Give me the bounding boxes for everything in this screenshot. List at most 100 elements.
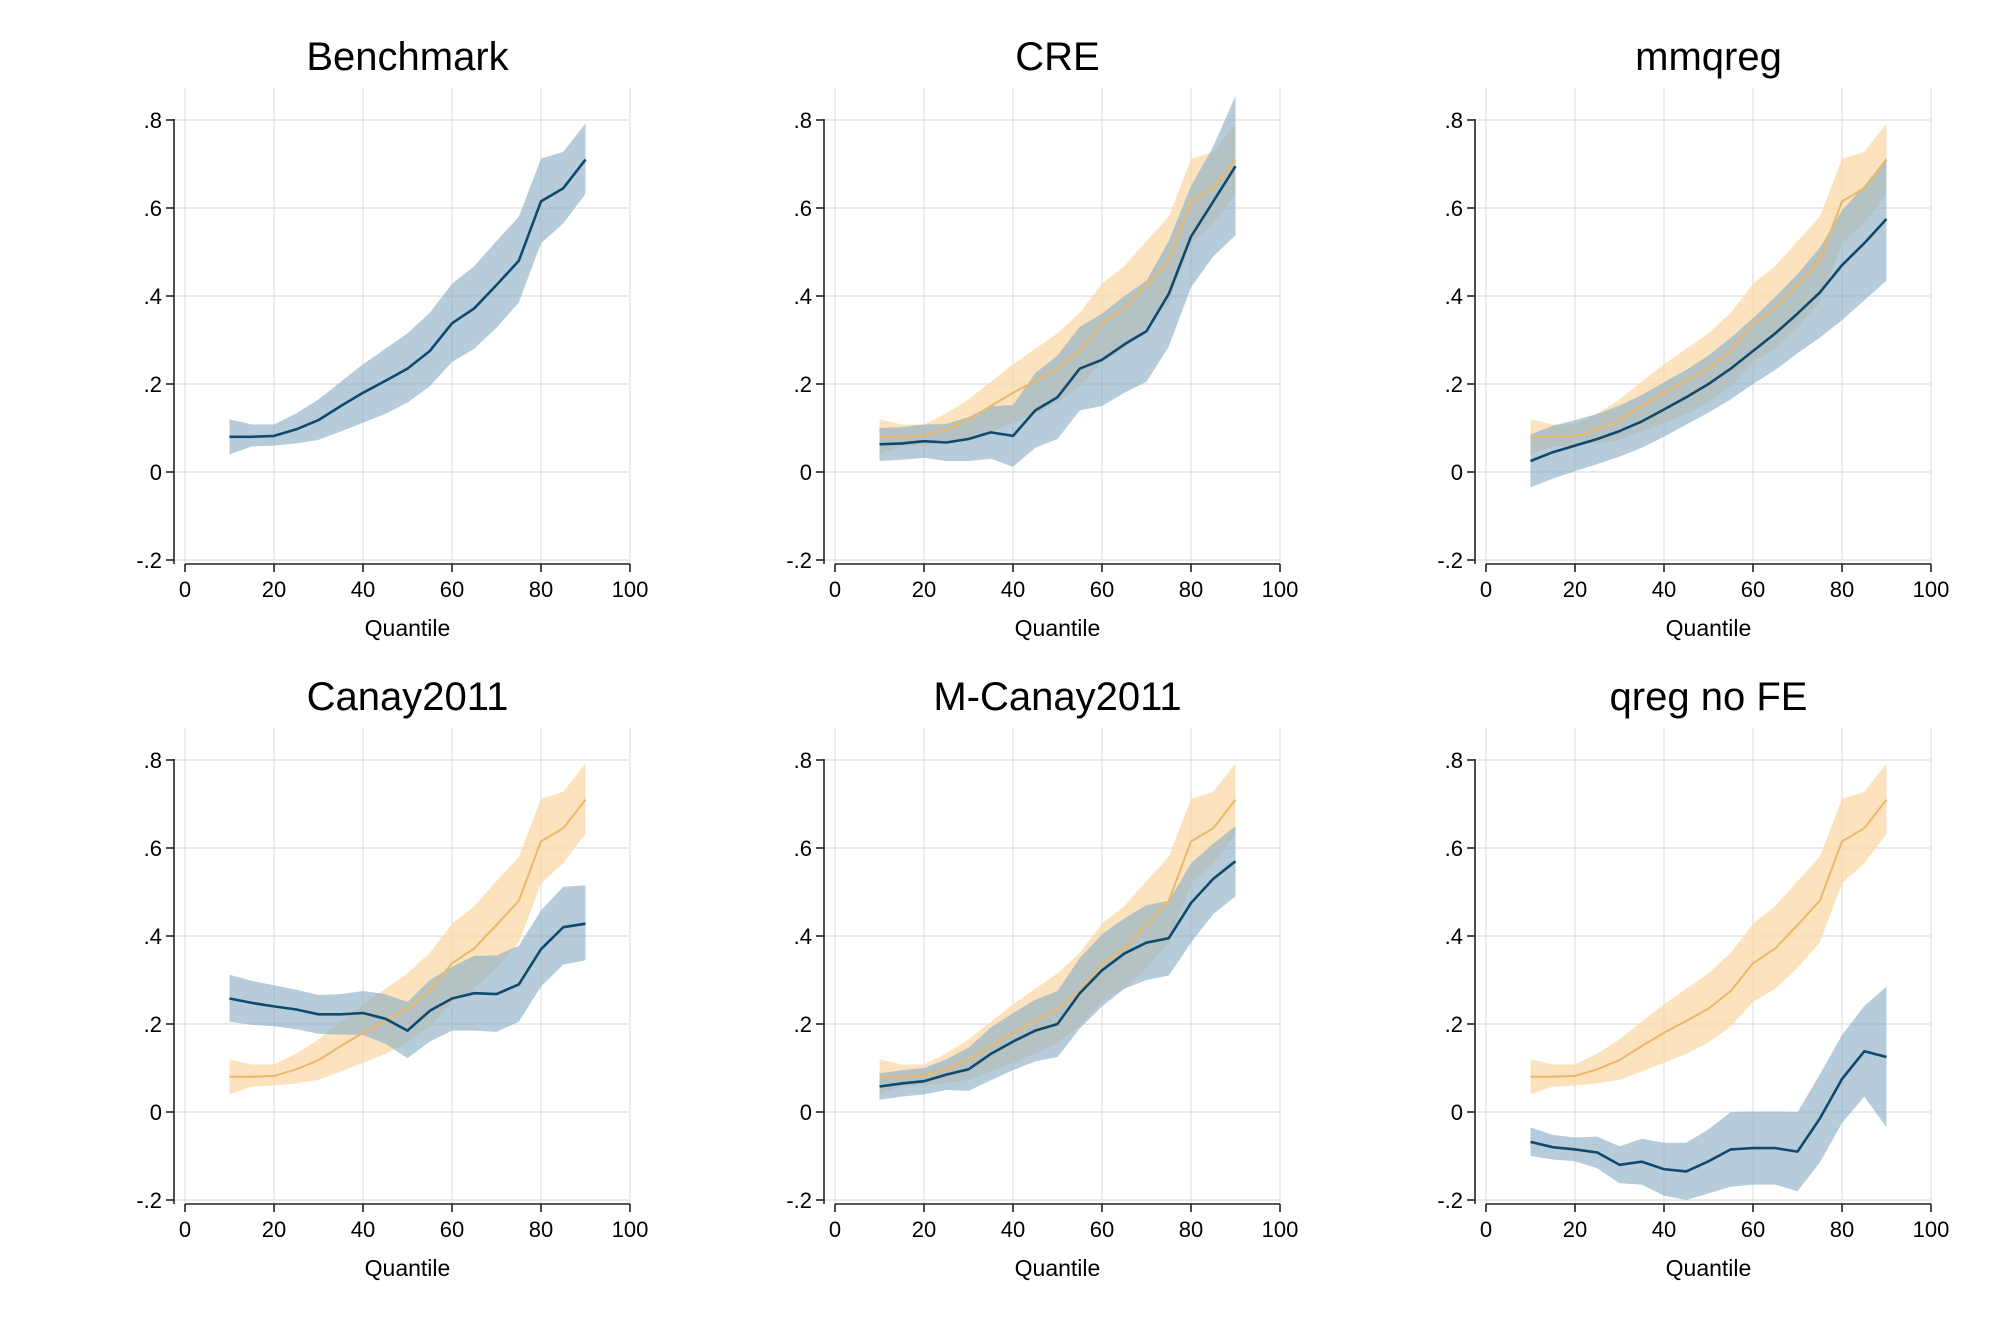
y-tick-label: -.2	[1437, 1188, 1463, 1213]
x-tick-label: 60	[1090, 577, 1114, 602]
y-tick-label: -.2	[136, 1188, 162, 1213]
y-tick-label: 0	[150, 1100, 162, 1125]
x-tick-label: 20	[1563, 1217, 1587, 1242]
estimate-series-line	[229, 158, 587, 439]
estimate-confidence-band	[879, 826, 1236, 1100]
estimate-confidence-band	[879, 95, 1236, 467]
panel-title: Canay2011	[307, 675, 509, 719]
x-tick-label: 0	[1480, 1217, 1492, 1242]
y-tick-label: 0	[800, 460, 812, 485]
panel-1: Benchmark -.2 0 .2 .4 .6 .8 0 20 40 60 80 100 Quantil…	[136, 35, 648, 641]
estimate-series-line	[229, 922, 586, 1032]
panel-6: qreg no FE -.2 0 .2 .4 .6 .8 0 20 40 60 80 100 Quanti…	[1437, 675, 1949, 1281]
x-tick-label: 0	[1480, 577, 1492, 602]
x-axis-title: Quantile	[1015, 615, 1101, 641]
x-tick-label: 20	[912, 1217, 936, 1242]
x-tick-label: 0	[829, 1217, 841, 1242]
y-tick-label: .4	[794, 284, 812, 309]
benchmark-series-line	[879, 798, 1237, 1078]
x-tick-label: 0	[829, 577, 841, 602]
panel-title: CRE	[1015, 35, 1099, 79]
y-tick-label: .4	[144, 924, 162, 949]
x-tick-label: 40	[1652, 577, 1676, 602]
y-tick-label: .8	[794, 108, 812, 133]
panel-title: mmqreg	[1635, 35, 1782, 79]
estimate-series-line	[879, 165, 1237, 446]
x-tick-label: 60	[440, 1217, 464, 1242]
x-tick-label: 0	[179, 1217, 191, 1242]
estimate-series-line	[879, 860, 1237, 1088]
x-tick-label: 40	[1001, 1217, 1025, 1242]
panel-4: Canay2011 -.2 0 .2 .4 .6 .8 0 20 40 60 80 100 Quantil…	[136, 675, 648, 1281]
x-tick-label: 20	[1563, 577, 1587, 602]
x-tick-label: 80	[529, 577, 553, 602]
y-tick-label: .2	[794, 1012, 812, 1037]
y-tick-label: .6	[1445, 196, 1463, 221]
x-tick-label: 20	[262, 1217, 286, 1242]
panel-title: Benchmark	[306, 35, 509, 79]
x-tick-label: 80	[1179, 1217, 1203, 1242]
y-tick-label: .4	[1445, 284, 1463, 309]
y-tick-label: .6	[144, 196, 162, 221]
x-tick-label: 80	[1830, 577, 1854, 602]
y-tick-label: .2	[144, 372, 162, 397]
x-tick-label: 20	[912, 577, 936, 602]
x-axis-title: Quantile	[1015, 1255, 1101, 1281]
y-tick-label: .6	[794, 836, 812, 861]
estimate-confidence-band	[1530, 157, 1887, 488]
y-tick-label: .2	[1445, 372, 1463, 397]
x-tick-label: 60	[1741, 1217, 1765, 1242]
x-tick-label: 100	[612, 1217, 649, 1242]
x-tick-label: 40	[351, 1217, 375, 1242]
x-tick-label: 60	[1741, 577, 1765, 602]
y-tick-label: -.2	[1437, 548, 1463, 573]
y-tick-label: .6	[794, 196, 812, 221]
x-tick-label: 100	[1262, 577, 1299, 602]
x-axis-title: Quantile	[1666, 615, 1752, 641]
panel-5: M-Canay2011 -.2 0 .2 .4 .6 .8 0 20 40 60 80 100 Quant…	[786, 675, 1298, 1281]
y-tick-label: 0	[150, 460, 162, 485]
estimate-series-line	[1530, 218, 1888, 463]
panel-title: M-Canay2011	[933, 675, 1181, 719]
estimate-series-line	[1530, 1050, 1887, 1173]
y-tick-label: -.2	[786, 1188, 812, 1213]
x-axis-title: Quantile	[1666, 1255, 1752, 1281]
x-tick-label: 80	[1830, 1217, 1854, 1242]
y-tick-label: .8	[144, 108, 162, 133]
panel-title: qreg no FE	[1610, 675, 1808, 719]
estimate-confidence-band	[229, 885, 586, 1059]
benchmark-confidence-band	[1530, 763, 1887, 1095]
y-tick-label: .8	[1445, 748, 1463, 773]
x-tick-label: 80	[529, 1217, 553, 1242]
x-tick-label: 60	[440, 577, 464, 602]
x-tick-label: 40	[1652, 1217, 1676, 1242]
x-tick-label: 40	[351, 577, 375, 602]
y-tick-label: .2	[144, 1012, 162, 1037]
y-tick-label: .8	[1445, 108, 1463, 133]
benchmark-series-line	[1530, 158, 1888, 438]
x-tick-label: 60	[1090, 1217, 1114, 1242]
x-tick-label: 100	[612, 577, 649, 602]
y-tick-label: .8	[794, 748, 812, 773]
x-tick-label: 100	[1913, 577, 1950, 602]
x-tick-label: 40	[1001, 577, 1025, 602]
panel-3: mmqreg -.2 0 .2 .4 .6 .8 0 20 40 60 80 100 Quantile	[1437, 35, 1949, 641]
x-tick-label: 100	[1913, 1217, 1950, 1242]
y-tick-label: .4	[1445, 924, 1463, 949]
y-tick-label: .2	[1445, 1012, 1463, 1037]
y-tick-label: 0	[1451, 1100, 1463, 1125]
estimate-confidence-band	[229, 123, 586, 455]
benchmark-series-line	[879, 158, 1237, 438]
x-axis-title: Quantile	[365, 615, 451, 641]
y-tick-label: .8	[144, 748, 162, 773]
y-tick-label: .4	[794, 924, 812, 949]
panel-2: CRE -.2 0 .2 .4 .6 .8 0 20 40 60 80 100 Quantile	[786, 35, 1298, 641]
benchmark-series-line	[229, 798, 587, 1078]
x-tick-label: 0	[179, 577, 191, 602]
y-tick-label: .6	[1445, 836, 1463, 861]
y-tick-label: 0	[1451, 460, 1463, 485]
benchmark-series-line	[1530, 798, 1888, 1078]
estimate-confidence-band	[1530, 986, 1887, 1200]
y-tick-label: .4	[144, 284, 162, 309]
